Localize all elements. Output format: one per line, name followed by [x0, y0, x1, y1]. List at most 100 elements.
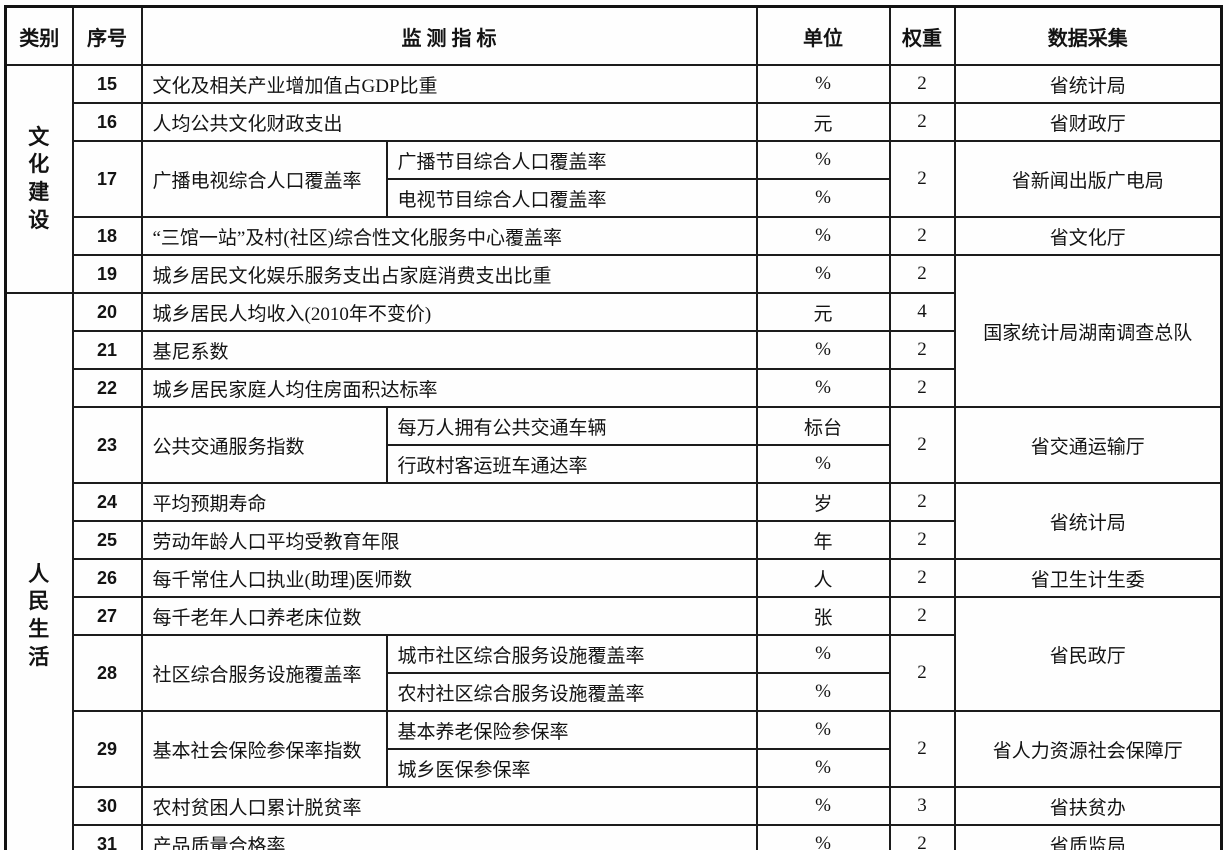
weight-cell: 2	[888, 254, 956, 294]
sub-indicator-cell: 每万人拥有公共交通车辆	[385, 406, 758, 446]
table-row: 电视节目综合人口覆盖率%	[6, 178, 1222, 218]
table-row: 26 每千常住人口执业(助理)医师数人 2 省卫生计生委	[6, 558, 1223, 598]
table-row: 19 城乡居民文化娱乐服务支出占家庭消费支出比重% 2 国家统计局湖南调查总队	[6, 254, 1223, 408]
source-cell: 省交通运输厅	[953, 406, 1223, 484]
weight-cell: 2	[888, 596, 956, 636]
row-number-cell: 16	[71, 102, 143, 142]
row-number-cell: 18	[71, 216, 143, 256]
row-number-cell: 20	[71, 292, 143, 332]
indicator-cell: 劳动年龄人口平均受教育年限	[140, 520, 758, 560]
weight-cell: 2	[888, 634, 956, 712]
unit-cell: %	[755, 748, 891, 788]
source-cell: 省统计局	[953, 482, 1223, 560]
table-row: 17 广播电视综合人口覆盖率 广播节目综合人口覆盖率% 2 省新闻出版广电局	[6, 140, 1223, 218]
weight-cell: 4	[888, 292, 956, 332]
indicator-cell: 平均预期寿命	[140, 482, 758, 522]
indicator-cell: 社区综合服务设施覆盖率	[140, 634, 388, 712]
table-row: 行政村客运班车通达率%	[6, 444, 1222, 484]
table-row: 25 劳动年龄人口平均受教育年限年 2	[6, 520, 1222, 560]
indicator-cell: “三馆一站”及村(社区)综合性文化服务中心覆盖率	[140, 216, 758, 256]
source-cell: 省统计局	[953, 64, 1223, 104]
header-weight: 权重	[888, 5, 956, 66]
indicator-table: 类别 序号 监 测 指 标 单位 权重 数据采集 文 化 建 设 15 文化及相关产…	[4, 5, 1223, 850]
row-number-cell: 24	[71, 482, 143, 522]
weight-cell: 2	[888, 482, 956, 522]
weight-cell: 2	[888, 64, 956, 104]
indicator-cell: 产品质量合格率	[140, 824, 758, 850]
unit-cell: 标台	[755, 406, 891, 446]
weight-cell: 2	[888, 406, 956, 484]
source-cell: 省文化厅	[953, 216, 1223, 256]
header-source: 数据采集	[953, 5, 1223, 66]
indicator-cell: 公共交通服务指数	[140, 406, 388, 484]
table-row: 23 公共交通服务指数 每万人拥有公共交通车辆 标台 2 省交通运输厅	[6, 406, 1223, 484]
row-number-cell: 27	[71, 596, 143, 636]
weight-cell: 2	[888, 216, 956, 256]
weight-cell: 2	[888, 330, 956, 370]
weight-cell: 2	[888, 558, 956, 598]
unit-cell: %	[755, 216, 891, 256]
sub-indicator-cell: 广播节目综合人口覆盖率	[385, 140, 758, 180]
row-number-cell: 19	[71, 254, 143, 294]
unit-cell: %	[755, 368, 891, 408]
sub-indicator-cell: 行政村客运班车通达率	[385, 444, 758, 484]
weight-cell: 2	[888, 368, 956, 408]
source-cell: 省财政厅	[953, 102, 1223, 142]
indicator-cell: 农村贫困人口累计脱贫率	[140, 786, 758, 826]
indicator-cell: 基尼系数	[140, 330, 758, 370]
table-row: 人 民 生 活 20 城乡居民人均收入(2010年不变价) 元 4	[4, 292, 1222, 850]
unit-cell: 人	[755, 558, 891, 598]
indicator-cell: 每千常住人口执业(助理)医师数	[140, 558, 758, 598]
row-number-cell: 29	[71, 710, 143, 788]
source-cell: 省扶贫办	[953, 786, 1223, 826]
unit-cell: %	[755, 672, 891, 712]
indicator-cell: 城乡居民家庭人均住房面积达标率	[140, 368, 758, 408]
source-cell: 省民政厅	[953, 596, 1223, 712]
table-row: 24 平均预期寿命岁 2 省统计局	[6, 482, 1223, 560]
header-indicator: 监 测 指 标	[140, 5, 758, 66]
table-row: 农村社区综合服务设施覆盖率%	[6, 672, 1222, 712]
sub-indicator-cell: 城市社区综合服务设施覆盖率	[385, 634, 758, 674]
weight-cell: 2	[888, 140, 956, 218]
unit-cell: 元	[755, 292, 891, 332]
weight-cell: 3	[888, 786, 956, 826]
table-body: 文 化 建 设 15 文化及相关产业增加值占GDP比重% 2 省统计局 16 人均公共文化财…	[4, 64, 1223, 850]
header-row: 类别 序号 监 测 指 标 单位 权重 数据采集	[4, 5, 1223, 66]
row-number-cell: 15	[71, 64, 143, 104]
source-cell: 省人力资源社会保障厅	[953, 710, 1223, 788]
unit-cell: %	[755, 178, 891, 218]
unit-cell: 元	[755, 102, 891, 142]
row-number-cell: 22	[71, 368, 143, 408]
row-number-cell: 31	[71, 824, 143, 850]
indicator-cell: 人均公共文化财政支出	[140, 102, 758, 142]
unit-cell: %	[755, 140, 891, 180]
unit-cell: %	[755, 64, 891, 104]
sub-indicator-cell: 农村社区综合服务设施覆盖率	[385, 672, 758, 712]
unit-cell: %	[755, 710, 891, 750]
row-number-cell: 30	[71, 786, 143, 826]
indicator-cell: 基本社会保险参保率指数	[140, 710, 388, 788]
unit-cell: 张	[755, 596, 891, 636]
row-number-cell: 17	[71, 140, 143, 218]
sub-indicator-cell: 电视节目综合人口覆盖率	[385, 178, 758, 218]
weight-cell: 2	[888, 520, 956, 560]
sub-indicator-cell: 城乡医保参保率	[385, 748, 758, 788]
source-cell: 省卫生计生委	[953, 558, 1223, 598]
unit-cell: %	[755, 824, 891, 850]
table-row: 16 人均公共文化财政支出元 2 省财政厅	[6, 102, 1223, 142]
table-row: 18 “三馆一站”及村(社区)综合性文化服务中心覆盖率% 2 省文化厅	[6, 216, 1223, 256]
weight-cell: 2	[888, 824, 956, 850]
unit-cell: %	[755, 786, 891, 826]
indicator-cell: 城乡居民人均收入(2010年不变价)	[140, 292, 758, 332]
indicator-cell: 每千老年人口养老床位数	[140, 596, 758, 636]
weight-cell: 2	[888, 710, 956, 788]
source-cell: 省质监局	[953, 824, 1223, 850]
table-row: 30 农村贫困人口累计脱贫率% 3 省扶贫办	[6, 786, 1223, 826]
table-row: 城乡医保参保率%	[6, 748, 1222, 788]
unit-cell: %	[755, 444, 891, 484]
source-cell: 国家统计局湖南调查总队	[953, 254, 1223, 408]
sub-indicator-cell: 基本养老保险参保率	[385, 710, 758, 750]
unit-cell: %	[755, 254, 891, 294]
row-number-cell: 21	[71, 330, 143, 370]
